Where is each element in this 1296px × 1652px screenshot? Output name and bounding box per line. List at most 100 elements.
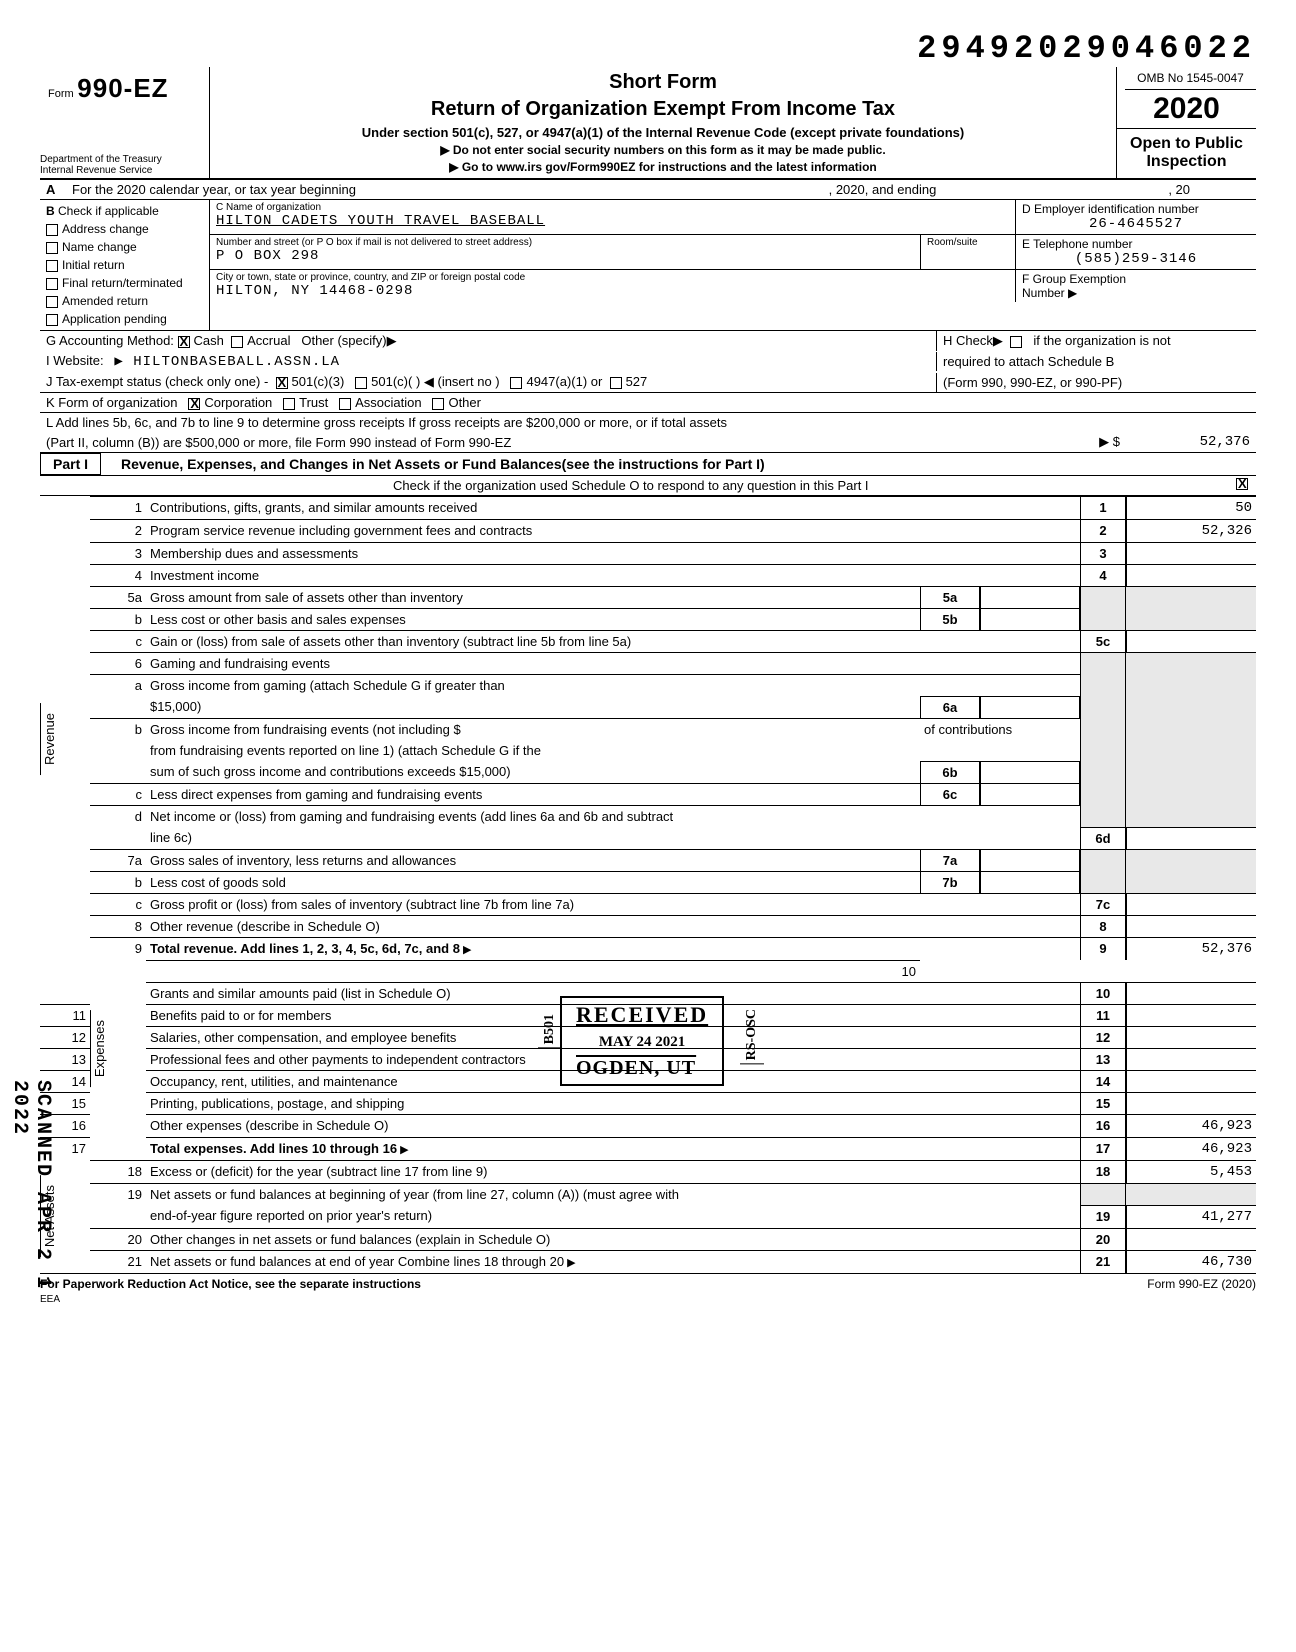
ln7a-v — [980, 849, 1080, 871]
ln7a-n: 7a — [920, 849, 980, 871]
ln21-n: 21 — [1080, 1250, 1126, 1273]
ein: 26-4645527 — [1022, 216, 1250, 232]
line-h-pre: H Check▶ — [943, 333, 1003, 348]
cb-accrual[interactable] — [231, 336, 243, 348]
cb-other-org[interactable] — [432, 398, 444, 410]
cb-501c3[interactable] — [276, 377, 288, 389]
cb-527[interactable] — [610, 377, 622, 389]
cb-application-pending[interactable] — [46, 314, 58, 326]
ln8-v — [1126, 915, 1256, 937]
org-address: P O BOX 298 — [216, 248, 914, 264]
shade-7av — [1126, 849, 1256, 871]
cb-initial-return[interactable] — [46, 260, 58, 272]
cb-assoc[interactable] — [339, 398, 351, 410]
lbl-name-change: Name change — [62, 240, 137, 254]
ln2-text: Program service revenue including govern… — [146, 519, 1080, 542]
ln5a-text: Gross amount from sale of assets other t… — [146, 586, 920, 608]
ln17-n: 17 — [1080, 1137, 1126, 1160]
ln3-text: Membership dues and assessments — [146, 542, 1080, 564]
lbl-amended-return: Amended return — [62, 294, 148, 308]
label-c-name: C Name of organization — [216, 202, 1009, 213]
ln19-text2: end-of-year figure reported on prior yea… — [146, 1205, 1080, 1228]
shade-6a2 — [1080, 696, 1126, 718]
ln6d-num: d — [90, 805, 146, 827]
ln13-num: 13 — [40, 1048, 90, 1070]
label-f2: Number ▶ — [1022, 286, 1250, 300]
ln18-text: Excess or (deficit) for the year (subtra… — [146, 1160, 1080, 1183]
form-word: Form — [48, 88, 74, 100]
shade-6d1 — [1080, 805, 1126, 827]
cb-amended-return[interactable] — [46, 296, 58, 308]
ln6a-num: a — [90, 674, 146, 696]
cb-trust[interactable] — [283, 398, 295, 410]
label-c-addr: Number and street (or P O box if mail is… — [216, 237, 914, 248]
ln12-num: 12 — [40, 1026, 90, 1048]
ln18-v: 5,453 — [1126, 1160, 1256, 1183]
line-i-pre: I Website: — [46, 353, 104, 368]
cb-4947[interactable] — [510, 377, 522, 389]
ln7b-text: Less cost of goods sold — [146, 871, 920, 893]
ln1-v: 50 — [1126, 496, 1256, 519]
cb-name-change[interactable] — [46, 242, 58, 254]
ln10-num: 10 — [146, 960, 920, 982]
ln10-v — [1126, 982, 1256, 1004]
ln6a-text: Gross income from gaming (attach Schedul… — [146, 674, 1080, 696]
ln16-text: Other expenses (describe in Schedule O) — [146, 1114, 1080, 1137]
shade-19v — [1126, 1183, 1256, 1205]
dln: 29492029046022 — [917, 30, 1256, 67]
ln1-n: 1 — [1080, 496, 1126, 519]
label-f: F Group Exemption — [1022, 272, 1250, 286]
open-public-2: Inspection — [1121, 153, 1252, 171]
cb-address-change[interactable] — [46, 224, 58, 236]
shade-6d1v — [1126, 805, 1256, 827]
ln16-v: 46,923 — [1126, 1114, 1256, 1137]
short-form-title: Short Form — [218, 71, 1108, 94]
line-h-post2: required to attach Schedule B — [936, 352, 1256, 371]
cb-final-return[interactable] — [46, 278, 58, 290]
lbl-501c: 501(c)( — [371, 374, 412, 389]
lbl-trust: Trust — [299, 395, 328, 410]
ssn-warning: ▶ Do not enter social security numbers o… — [218, 143, 1108, 157]
ln3-v — [1126, 542, 1256, 564]
blank-6a2 — [90, 696, 146, 718]
ln5c-v — [1126, 630, 1256, 652]
shade-6c — [1080, 783, 1126, 805]
shade-6b3v — [1126, 761, 1256, 783]
shade-6b1v — [1126, 718, 1256, 740]
ln18-n: 18 — [1080, 1160, 1126, 1183]
cb-h[interactable] — [1010, 336, 1022, 348]
ln6b-text3: sum of such gross income and contributio… — [146, 761, 920, 783]
shade-5a — [1080, 586, 1126, 608]
cb-501c[interactable] — [355, 377, 367, 389]
ln15-v — [1126, 1092, 1256, 1114]
ln5b-num: b — [90, 608, 146, 630]
lbl-4947: 4947(a)(1) or — [526, 374, 602, 389]
cb-sched-o[interactable] — [1236, 478, 1248, 490]
ln6d-text: Net income or (loss) from gaming and fun… — [146, 805, 1080, 827]
ln5c-num: c — [90, 630, 146, 652]
shade-5b-v — [1126, 608, 1256, 630]
main-title: Return of Organization Exempt From Incom… — [218, 98, 1108, 121]
website: ▶ HILTONBASEBALL.ASSN.LA — [114, 354, 340, 370]
box-b-title: Check if applicable — [58, 204, 159, 218]
ln5b-n: 5b — [920, 608, 980, 630]
lbl-other-org: Other — [448, 395, 481, 410]
line-l2: (Part II, column (B)) are $500,000 or mo… — [40, 433, 1093, 452]
omb-number: OMB No 1545-0047 — [1125, 67, 1256, 90]
ln19-text: Net assets or fund balances at beginning… — [146, 1183, 1080, 1205]
label-room: Room/suite — [927, 237, 1009, 248]
ln6a-v — [980, 696, 1080, 718]
ln6-text: Gaming and fundraising events — [146, 652, 1080, 674]
cb-corp[interactable] — [188, 398, 200, 410]
ln9-text: Total revenue. Add lines 1, 2, 3, 4, 5c,… — [150, 941, 460, 956]
cb-cash[interactable] — [178, 336, 190, 348]
sidebar-expenses: Expenses — [90, 1010, 146, 1087]
shade-5a-v — [1126, 586, 1256, 608]
ln7c-v — [1126, 893, 1256, 915]
ln21-text: Net assets or fund balances at end of ye… — [150, 1254, 564, 1269]
open-public-1: Open to Public — [1121, 135, 1252, 153]
lbl-501c3: 501(c)(3) — [292, 374, 345, 389]
tax-year: 2020 — [1117, 90, 1256, 129]
ln7b-n: 7b — [920, 871, 980, 893]
ln19-v: 41,277 — [1126, 1205, 1256, 1228]
